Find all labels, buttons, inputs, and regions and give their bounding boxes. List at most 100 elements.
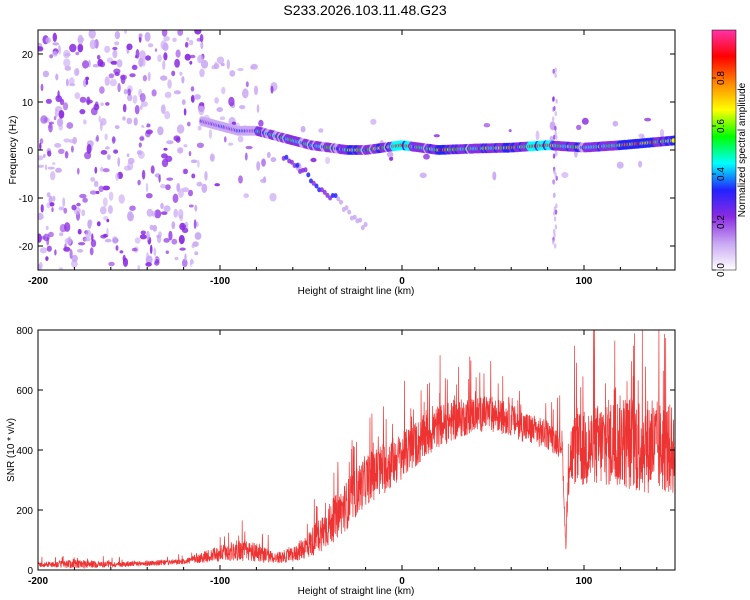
spectrogram-noise-blob	[219, 116, 226, 121]
spectrogram-noise-blob	[216, 56, 225, 64]
spectrogram-xtick-label: 0	[399, 276, 405, 287]
spectrogram-noise-blob	[165, 250, 169, 254]
spectrogram-noise-blob	[160, 40, 167, 50]
spectrogram-noise-blob	[181, 76, 185, 84]
snr-xtick-label: -200	[28, 576, 48, 587]
spectrogram-noise-blob	[126, 117, 133, 125]
spectrogram-noise-blob	[244, 152, 248, 161]
spectrogram-noise-blob	[213, 63, 220, 70]
spectrogram-noise-blob	[179, 214, 184, 222]
spectrogram-noise-blob	[139, 93, 146, 103]
spectrogram-noise-blob	[259, 178, 267, 183]
spectrogram-noise-blob	[106, 218, 110, 223]
spectrogram-noise-blob	[245, 81, 249, 88]
spectrogram-noise-blob	[166, 177, 174, 181]
spectrogram-noise-blob	[492, 171, 497, 181]
spectrogram-noise-blob	[75, 67, 80, 76]
spectrogram-noise-blob	[95, 190, 100, 195]
snr-ytick-label: 200	[16, 506, 33, 517]
spectrogram-noise-blob	[51, 207, 54, 213]
spectrogram-noise-blob	[52, 42, 60, 46]
spectrogram-noise-blob	[105, 146, 110, 150]
spectrogram-noise-blob	[90, 239, 97, 248]
spectrogram-noise-blob	[46, 192, 51, 198]
colorbar-tick-label: 0.0	[716, 263, 727, 277]
spectrogram-noise-blob	[145, 129, 153, 135]
spectrogram-tail-blob	[314, 183, 319, 189]
spectrogram-noise-blob	[140, 230, 146, 235]
spectrogram-noise-blob	[176, 124, 185, 134]
spectrogram-noise-blob	[256, 104, 260, 113]
spectrogram-noise-blob	[89, 190, 97, 195]
spectrogram-noise-blob	[54, 109, 59, 118]
spectrogram-noise-blob	[123, 88, 128, 95]
spectrogram-noise-blob	[114, 125, 120, 130]
spectrogram-noise-blob	[211, 172, 216, 181]
spectrogram-tail-blob	[306, 172, 311, 178]
spectrogram-noise-blob	[168, 230, 173, 241]
spectrogram-noise-blob	[196, 221, 199, 228]
spectrogram-noise-blob	[248, 135, 256, 142]
snr-ytick-label: 600	[16, 386, 33, 397]
spectrogram-noise-blob	[191, 173, 196, 179]
spectrogram-noise-blob	[178, 234, 185, 245]
spectrogram-noise-blob	[183, 108, 187, 116]
spectrogram-noise-blob	[164, 111, 171, 120]
spectrogram-streak-blob	[553, 229, 556, 234]
spectrogram-noise-blob	[58, 206, 65, 211]
spectrogram-noise-blob	[161, 30, 168, 37]
spectrogram-noise-blob	[184, 253, 187, 261]
spectrogram-noise-blob	[89, 39, 97, 50]
colorbar-label: Normalized spectral amplitude	[737, 82, 748, 217]
spectrogram-noise-blob	[172, 37, 177, 42]
snr-panel: -200 -100 0 100 0 200 400 600 800 Height of stra…	[6, 326, 676, 597]
spectrogram-noise-blob	[160, 211, 168, 216]
spectrogram-noise-blob	[76, 202, 81, 207]
spectrogram-noise-blob	[183, 168, 189, 175]
spectrogram-noise-blob	[67, 236, 72, 246]
spectrogram-noise-blob	[370, 118, 377, 125]
spectrogram-noise-blob	[126, 43, 133, 51]
spectrogram-noise-blob	[71, 254, 78, 263]
spectrogram-tail-blob	[333, 193, 338, 199]
spectrogram-noise-blob	[201, 183, 208, 193]
spectrogram-streak-blob	[552, 153, 556, 159]
spectrogram-noise-blob	[104, 133, 108, 141]
spectrogram-noise-blob	[174, 256, 179, 261]
spectrogram-noise-blob	[188, 204, 194, 208]
spectrogram-noise-blob	[119, 250, 124, 254]
spectrogram-noise-blob	[85, 67, 91, 73]
spectrogram-noise-blob	[52, 32, 57, 42]
spectrogram-noise-blob	[197, 125, 202, 131]
spectrogram-noise-blob	[181, 99, 186, 105]
spectrogram-noise-blob	[581, 117, 589, 125]
spectrogram-noise-blob	[389, 156, 394, 161]
spectrogram-streak-blob	[552, 179, 556, 185]
spectrogram-noise-blob	[62, 197, 66, 208]
spectrogram-streak-blob	[553, 216, 557, 222]
spectrogram-noise-blob	[242, 88, 249, 99]
spectrogram-noise-blob	[176, 182, 181, 192]
spectrogram-noise-blob	[163, 147, 168, 151]
spectrogram-noise-blob	[107, 205, 113, 214]
spectrogram-streak-blob	[554, 130, 557, 136]
spectrogram-noise-blob	[145, 262, 152, 267]
spectrogram-streak-blob	[552, 116, 555, 122]
spectrogram-noise-blob	[147, 71, 151, 82]
spectrogram-noise-blob	[49, 54, 53, 59]
spectrogram-noise-blob	[79, 109, 86, 115]
spectrogram-noise-blob	[104, 45, 111, 53]
spectrogram-tail-blob	[358, 217, 363, 223]
spectrogram-noise-blob	[163, 52, 168, 61]
spectrogram-tail-blob	[352, 214, 357, 220]
spectrogram-noise-blob	[154, 48, 158, 52]
spectrogram-noise-blob	[270, 70, 276, 74]
spectrogram-noise-blob	[63, 138, 71, 143]
spectrogram-noise-blob	[638, 133, 644, 138]
spectrogram-noise-blob	[39, 247, 48, 254]
spectrogram-noise-blob	[173, 208, 178, 218]
spectrogram-noise-blob	[133, 117, 138, 126]
spectrogram-noise-blob	[129, 73, 136, 78]
spectrogram-noise-blob	[64, 222, 71, 232]
